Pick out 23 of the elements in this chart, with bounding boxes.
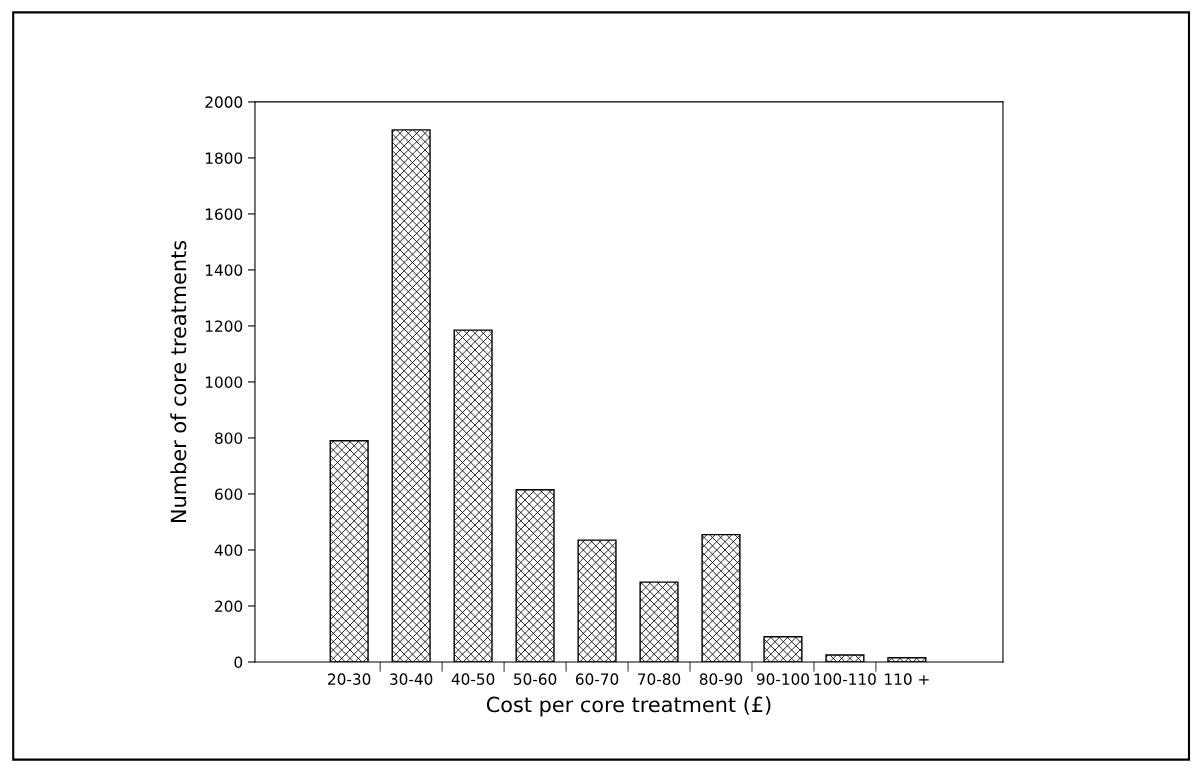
y-tick-label: 400: [214, 544, 243, 556]
x-axis-title: Cost per core treatment (£): [486, 696, 771, 717]
x-tick-label: 60-70: [575, 673, 619, 685]
x-tick-label: 70-80: [638, 673, 681, 685]
y-tick-label: 200: [215, 600, 243, 612]
y-tick-label: 2000: [205, 96, 243, 108]
x-tick-label: 20-30: [328, 673, 371, 685]
y-tick-label: 1600: [205, 208, 243, 220]
y-tick-label: 600: [215, 488, 243, 500]
x-tick-label: 80-90: [699, 673, 743, 685]
x-tick-label: 90-100: [756, 673, 809, 685]
x-tick-label: 100-110: [814, 673, 876, 685]
x-tick-label: 50-60: [514, 673, 557, 685]
x-tick-label: 40-50: [451, 673, 495, 685]
y-tick-label: 800: [215, 432, 243, 444]
x-tick-label: 30-40: [390, 673, 433, 685]
y-tick-label: 1000: [205, 376, 243, 388]
x-tick-label: 110 +: [885, 673, 929, 685]
y-axis-title: Number of core treatments: [170, 240, 187, 522]
y-tick-label: 1200: [205, 320, 243, 332]
y-tick-label: 0: [234, 656, 243, 669]
y-tick-label: 1800: [205, 152, 243, 164]
y-tick-label: 1400: [205, 264, 243, 276]
